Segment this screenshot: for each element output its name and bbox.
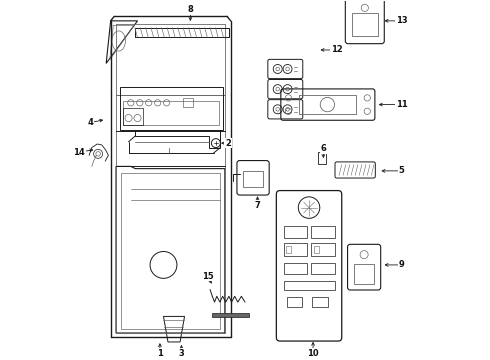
Bar — [284, 280, 335, 291]
Text: 10: 10 — [307, 349, 319, 358]
Text: 3: 3 — [178, 349, 184, 358]
Bar — [312, 297, 328, 307]
Bar — [212, 313, 249, 317]
Text: 2: 2 — [225, 139, 231, 148]
Bar — [314, 246, 319, 253]
Bar — [352, 13, 378, 36]
Bar — [123, 100, 220, 125]
Text: 6: 6 — [320, 144, 326, 153]
Bar — [284, 263, 307, 274]
Bar — [284, 225, 307, 238]
Text: 9: 9 — [399, 260, 405, 269]
Text: 11: 11 — [396, 100, 408, 109]
Text: 8: 8 — [188, 5, 193, 14]
Text: 13: 13 — [396, 16, 408, 25]
Text: 14: 14 — [74, 148, 85, 157]
Bar — [311, 225, 335, 238]
Bar — [120, 87, 222, 130]
Text: 5: 5 — [399, 166, 405, 175]
Bar — [299, 95, 356, 114]
Bar — [287, 297, 302, 307]
Bar — [311, 243, 335, 256]
Bar — [286, 246, 291, 253]
Bar — [183, 98, 193, 107]
Bar — [311, 263, 335, 274]
Bar — [135, 28, 229, 37]
Text: 12: 12 — [331, 45, 343, 54]
Bar — [123, 108, 144, 125]
Bar — [354, 264, 374, 284]
Text: 7: 7 — [255, 201, 260, 210]
Bar — [284, 243, 307, 256]
Bar — [318, 152, 326, 164]
Text: 1: 1 — [157, 349, 163, 358]
Text: 15: 15 — [202, 271, 214, 280]
Bar — [243, 171, 263, 187]
Text: 4: 4 — [88, 118, 94, 127]
